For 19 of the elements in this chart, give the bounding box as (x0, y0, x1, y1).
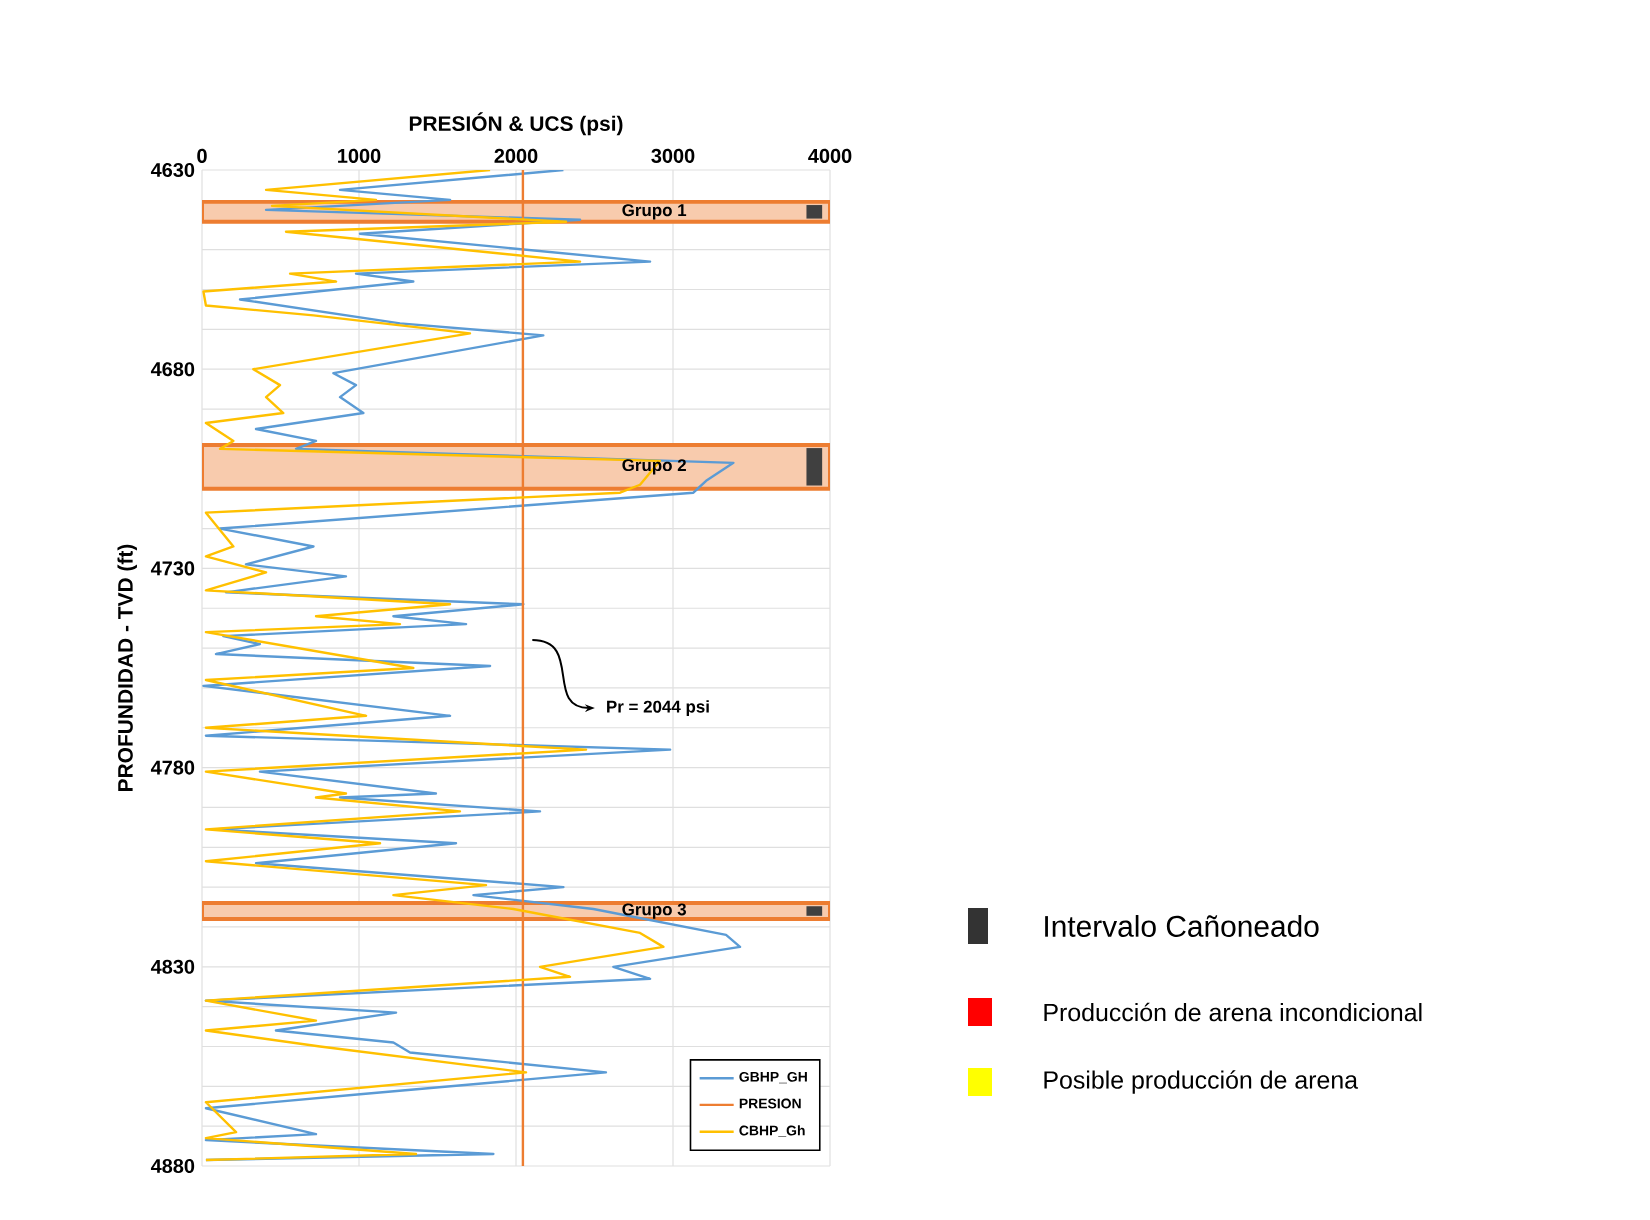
text: Producción de arena incondicional (1044, 1002, 1422, 1022)
y-tick-label: 4680 (150, 362, 195, 377)
y-axis-title: PROFUNDIDAD - TVD (ft) (117, 544, 137, 791)
x-tick-label: 4000 (808, 148, 852, 163)
y-tick-label: 4630 (150, 162, 195, 178)
band-label: Grupo 3 (622, 903, 687, 919)
band-label: Grupo 1 (622, 204, 687, 220)
x-tick-label: 0 (197, 148, 207, 163)
y-tick-label: 4780 (150, 760, 195, 775)
y-tick-label: 4730 (150, 561, 195, 576)
x-tick-label: 1000 (338, 148, 381, 163)
annotation: Pr = 2044 psi (607, 700, 709, 716)
text: Intervalo Cañoneado (1045, 915, 1319, 937)
x-axis-title: PRESIÓN & UCS (psi) (409, 112, 623, 136)
y-tick-label: 4830 (150, 959, 195, 974)
x-tick-label: 2000 (494, 148, 538, 163)
y-tick-label: 4880 (150, 1158, 195, 1174)
x-tick-label: 3000 (651, 148, 695, 163)
text: Posible producción de arena (1044, 1070, 1359, 1094)
